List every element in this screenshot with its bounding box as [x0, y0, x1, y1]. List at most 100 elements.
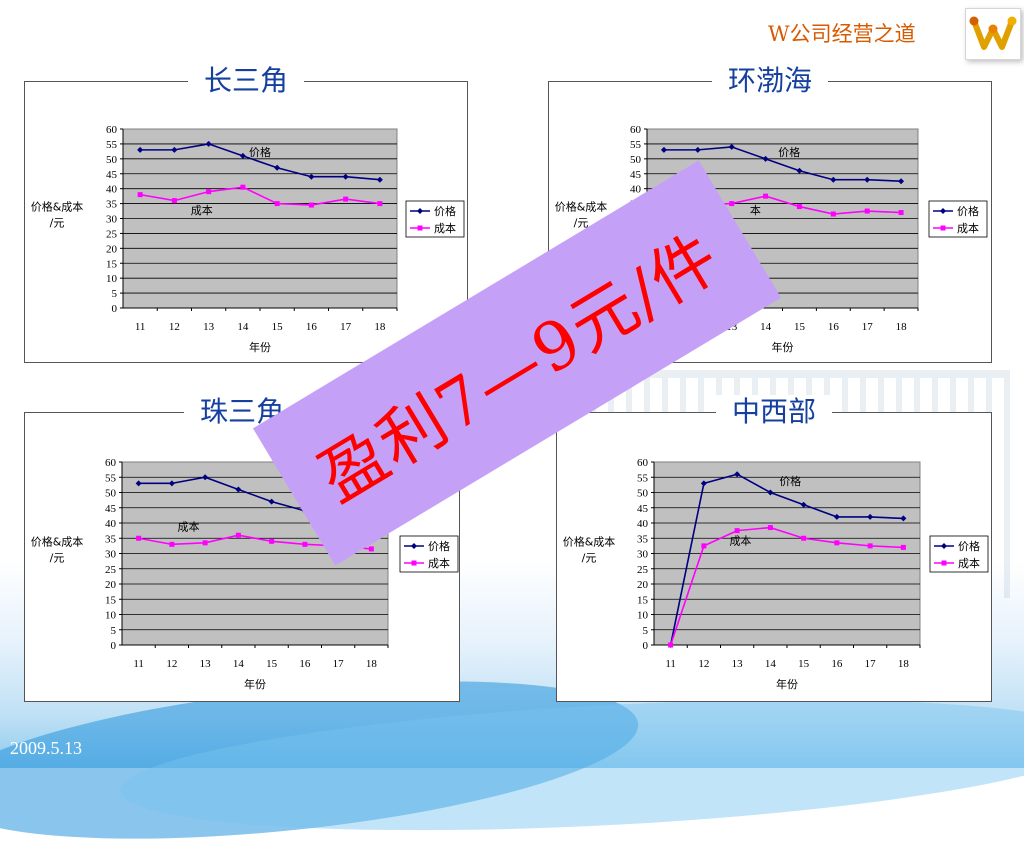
series-line-cost — [669, 526, 904, 646]
y-tick-label: 40 — [106, 184, 118, 196]
data-point-cost — [206, 189, 212, 195]
x-tick-label: 14 — [233, 658, 245, 670]
data-point-price — [900, 515, 907, 522]
series-annotation: 成本 — [729, 533, 751, 547]
data-point-price — [833, 513, 840, 520]
y-tick-label: 20 — [637, 579, 649, 591]
y-tick-label: 40 — [630, 184, 642, 196]
y-tick-label: 5 — [112, 288, 118, 300]
data-point-cost — [137, 192, 143, 198]
w-logo-icon — [969, 16, 1017, 50]
line-chart: 0 5 10 15 20 25 30 35 40 45 50 55 60 11 12 13 14 15 16 17 18… — [563, 457, 989, 691]
legend-label: 成本 — [957, 221, 979, 235]
x-tick-label: 18 — [366, 658, 378, 670]
data-point-price — [235, 486, 242, 493]
y-axis-label: 价格&成本/元 — [31, 200, 84, 230]
data-point-cost — [235, 532, 241, 538]
data-point-price — [239, 152, 246, 159]
data-point-price — [864, 176, 871, 183]
data-point-cost — [834, 540, 840, 546]
data-point-price — [171, 146, 178, 153]
series-annotation: 本 — [750, 203, 761, 217]
y-tick-label: 60 — [637, 457, 649, 469]
y-tick-label: 15 — [637, 594, 649, 606]
data-point-cost — [701, 543, 707, 549]
data-point-cost — [240, 184, 246, 190]
series-annotation: 成本 — [191, 203, 213, 217]
y-tick-label: 35 — [637, 533, 649, 545]
data-point-price — [762, 155, 769, 162]
y-tick-label: 45 — [106, 169, 118, 181]
y-tick-label: 50 — [630, 154, 642, 166]
series-line-price — [140, 143, 380, 181]
data-point-cost — [377, 201, 383, 207]
data-point-price — [137, 146, 144, 153]
data-point-price — [274, 164, 281, 171]
series-line-price — [663, 146, 902, 183]
x-tick-label: 13 — [732, 658, 744, 670]
legend-label: 价格 — [428, 539, 450, 553]
data-point-cost — [668, 642, 674, 648]
data-point-cost — [302, 541, 308, 547]
data-point-cost — [763, 193, 769, 199]
y-tick-label: 0 — [112, 303, 118, 315]
y-tick-label: 25 — [106, 228, 118, 240]
y-tick-label: 20 — [105, 579, 117, 591]
data-point-cost — [136, 535, 142, 541]
legend-label: 价格 — [958, 539, 980, 553]
data-point-price — [700, 480, 707, 487]
y-tick-label: 55 — [105, 472, 117, 484]
y-tick-label: 35 — [105, 533, 117, 545]
x-tick-label: 11 — [135, 321, 146, 333]
legend-label: 价格 — [957, 204, 979, 218]
y-tick-label: 15 — [106, 258, 118, 270]
y-tick-label: 35 — [106, 199, 118, 211]
x-tick-label: 11 — [133, 658, 144, 670]
legend-swatch-marker — [411, 543, 417, 549]
legend-box — [928, 200, 988, 238]
data-point-price — [268, 498, 275, 505]
data-point-price — [734, 471, 741, 478]
x-tick-label: 16 — [299, 658, 311, 670]
x-tick-label: 12 — [169, 321, 180, 333]
y-tick-label: 0 — [643, 640, 649, 652]
y-tick-label: 30 — [105, 549, 117, 561]
y-tick-label: 50 — [105, 488, 117, 500]
y-tick-label: 5 — [643, 625, 649, 637]
x-tick-label: 18 — [896, 321, 908, 333]
data-point-cost — [171, 198, 177, 204]
legend-label: 成本 — [958, 556, 980, 570]
y-tick-label: 45 — [637, 503, 649, 515]
legend-box — [399, 535, 459, 573]
x-tick-label: 17 — [340, 321, 352, 333]
y-tick-label: 5 — [111, 625, 117, 637]
legend-box — [405, 200, 465, 238]
y-tick-label: 45 — [630, 169, 642, 181]
y-tick-label: 10 — [106, 273, 118, 285]
line-chart: 0 5 10 15 20 25 30 35 40 45 50 55 60 11 12 13 14 15 16 17 18… — [31, 124, 465, 354]
legend-swatch-marker — [417, 225, 423, 231]
data-point-price — [168, 480, 175, 487]
y-tick-label: 55 — [630, 139, 642, 151]
y-tick-label: 0 — [111, 640, 117, 652]
x-tick-label: 17 — [865, 658, 877, 670]
company-logo — [965, 8, 1021, 60]
x-tick-label: 16 — [831, 658, 843, 670]
x-tick-label: 15 — [266, 658, 278, 670]
y-axis-label: 价格&成本/元 — [555, 200, 608, 230]
y-tick-label: 15 — [105, 594, 117, 606]
y-tick-label: 30 — [637, 549, 649, 561]
x-tick-label: 12 — [698, 658, 709, 670]
y-tick-label: 10 — [637, 610, 649, 622]
x-axis-label: 年份 — [244, 677, 266, 691]
data-point-cost — [864, 208, 870, 214]
y-tick-label: 55 — [637, 472, 649, 484]
x-tick-label: 16 — [828, 321, 840, 333]
brand-title: W公司经营之道 — [768, 22, 916, 46]
x-axis-label: 年份 — [772, 340, 794, 354]
x-axis-label: 年份 — [249, 340, 271, 354]
data-point-cost — [308, 202, 314, 208]
y-tick-label: 60 — [106, 124, 118, 136]
legend-swatch-marker — [941, 560, 947, 566]
x-tick-label: 17 — [862, 321, 874, 333]
